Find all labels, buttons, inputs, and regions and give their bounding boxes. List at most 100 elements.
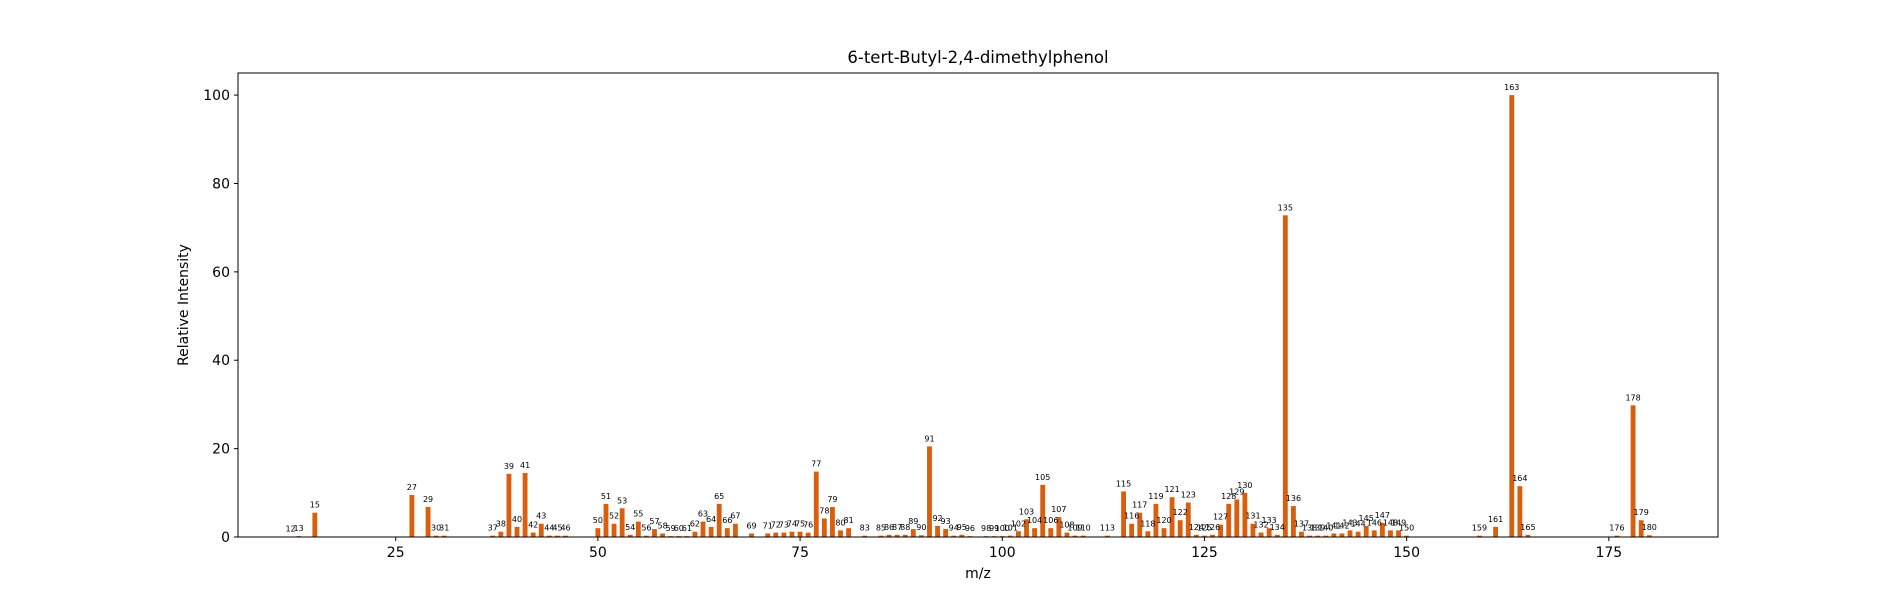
peak-label: 148 [1383, 518, 1398, 527]
peak-label: 45 [552, 524, 562, 533]
peak-label: 117 [1132, 501, 1147, 510]
peak-bar [643, 535, 649, 537]
peak-bar [1137, 512, 1143, 537]
peak-bar [514, 526, 520, 537]
x-tick-label: 25 [387, 545, 405, 561]
peak-bar [1161, 528, 1167, 537]
peak-bar [1218, 524, 1224, 537]
peak-label: 101 [1003, 524, 1018, 533]
peak-bar [611, 523, 617, 537]
peak-label: 129 [1229, 487, 1244, 496]
peak-label: 44 [544, 524, 554, 533]
chart-title: 6-tert-Butyl-2,4-dimethylphenol [847, 48, 1108, 67]
peak-label: 118 [1140, 519, 1155, 528]
peak-bar [660, 533, 666, 537]
peak-label: 164 [1512, 474, 1527, 483]
peak-label: 135 [1278, 203, 1293, 212]
peak-bar [1121, 491, 1126, 537]
y-tick-label: 0 [221, 530, 230, 546]
peak-label: 83 [860, 524, 870, 533]
peak-bar [1250, 523, 1256, 537]
peak-label: 125 [1197, 524, 1212, 533]
peak-bar [1177, 520, 1183, 537]
peak-bar [1056, 517, 1062, 537]
peak-label: 67 [730, 512, 740, 521]
peak-bar [781, 532, 787, 537]
peak-bar [708, 526, 714, 537]
peak-bar [555, 535, 560, 537]
peak-label: 53 [617, 496, 627, 505]
x-tick-label: 100 [989, 545, 1016, 561]
peak-bar [902, 534, 908, 537]
peak-label: 163 [1504, 83, 1519, 92]
peak-label: 139 [1310, 524, 1325, 533]
peak-bar [1072, 535, 1078, 537]
peak-bar [773, 532, 779, 537]
peak-bar [1638, 520, 1644, 537]
peak-label: 116 [1124, 512, 1139, 521]
peak-label: 31 [439, 524, 449, 533]
peak-bar [1032, 528, 1038, 537]
peak-label: 43 [536, 512, 546, 521]
peak-label: 38 [496, 520, 506, 529]
peak-bar [732, 523, 738, 537]
peak-bar [886, 534, 892, 537]
peak-bar [1242, 492, 1248, 537]
peak-label: 40 [512, 515, 522, 524]
peak-label: 15 [310, 501, 320, 510]
peak-label: 89 [908, 517, 918, 526]
peak-bar [1007, 535, 1013, 537]
peak-label: 80 [835, 518, 845, 527]
peak-bar [409, 495, 415, 537]
y-axis-label: Relative Intensity [176, 244, 192, 366]
peak-bar [1339, 533, 1345, 537]
peak-bar [1379, 522, 1385, 537]
peak-label: 77 [811, 460, 821, 469]
peak-label: 121 [1164, 485, 1179, 494]
y-tick-label: 80 [212, 176, 230, 192]
peak-bar [1614, 535, 1620, 537]
peak-bar [1266, 528, 1272, 537]
peak-bar [910, 529, 916, 537]
peak-bar [312, 512, 318, 537]
peak-label: 110 [1075, 524, 1090, 533]
peak-bar [1040, 484, 1046, 537]
peak-bar [1404, 535, 1410, 537]
peak-bar [1104, 535, 1110, 537]
peak-bar [1193, 534, 1199, 537]
peak-label: 100 [995, 524, 1010, 533]
peak-bar [1517, 486, 1523, 537]
peak-label: 102 [1011, 519, 1026, 528]
peak-label: 147 [1375, 511, 1390, 520]
peak-label: 54 [625, 523, 635, 532]
peak-bar [1347, 530, 1353, 537]
peak-bar [1371, 530, 1377, 537]
plot-frame [237, 72, 1719, 538]
peak-bar [425, 506, 431, 537]
peak-bar [951, 535, 957, 537]
peak-label: 88 [900, 523, 910, 532]
peak-label: 108 [1059, 521, 1074, 530]
peak-label: 37 [488, 524, 498, 533]
peak-label: 51 [601, 492, 611, 501]
peak-bar [635, 521, 641, 537]
peak-label: 66 [722, 516, 732, 525]
peak-label: 50 [593, 516, 603, 525]
peak-bar [830, 506, 835, 537]
peak-bar [652, 529, 657, 537]
peak-label: 99 [989, 524, 999, 533]
peak-label: 130 [1237, 481, 1252, 490]
peak-bar [935, 525, 940, 537]
peak-label: 127 [1213, 513, 1228, 522]
peak-label: 55 [633, 510, 643, 519]
peak-label: 61 [682, 524, 692, 533]
peak-label: 113 [1100, 524, 1115, 533]
peak-label: 136 [1286, 494, 1301, 503]
peak-label: 63 [698, 510, 708, 519]
peak-bar [490, 535, 496, 537]
peak-bar [724, 528, 730, 537]
peak-label: 41 [520, 461, 530, 470]
peak-label: 126 [1205, 523, 1220, 532]
peak-label: 107 [1051, 505, 1066, 514]
peak-bar [1210, 534, 1215, 537]
